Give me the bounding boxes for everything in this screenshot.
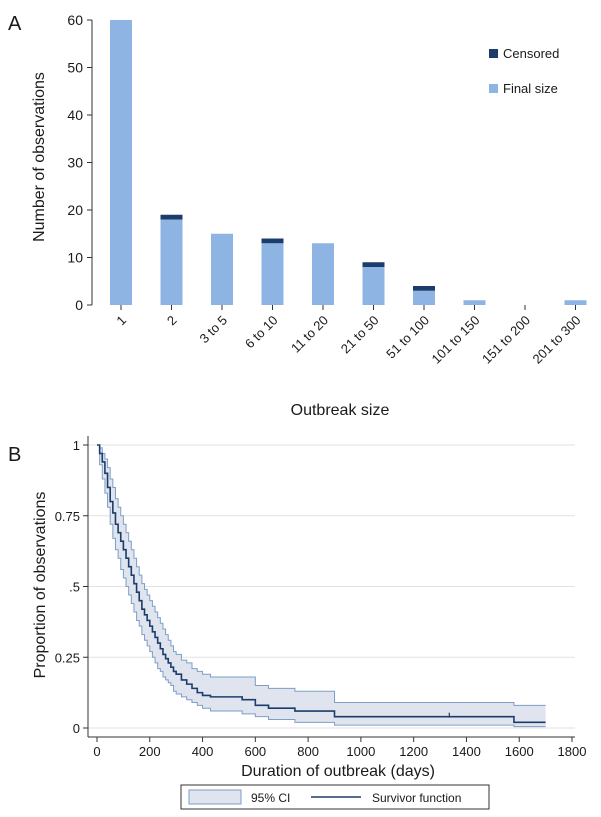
x-tick-label: 1 [113, 313, 129, 329]
panel-b-label: B [8, 444, 21, 466]
bar-final-size-2 [160, 219, 183, 305]
bar-final-size-11-to-20 [312, 243, 334, 305]
x-tick-label: 0 [93, 744, 100, 759]
panel-a-x-axis-title: Outbreak size [291, 402, 390, 419]
y-tick-label: 40 [67, 107, 83, 123]
y-tick-label: 10 [67, 250, 83, 266]
y-tick-label: 0.25 [55, 650, 80, 665]
ci-lower-line [97, 444, 546, 728]
panel-b-x-axis-title: Duration of outbreak (days) [241, 763, 435, 780]
y-tick-label: 0.75 [55, 509, 80, 524]
x-tick-label: 1600 [505, 744, 534, 759]
panel-b-x-ticks: 0 200 400 600 800 1000 1200 1400 1600 1800 [93, 737, 586, 759]
bar-final-size-201-to-300 [564, 300, 587, 305]
bar-censored-6-to-10 [261, 238, 284, 244]
confidence-band [97, 445, 546, 727]
panel-a-bars [110, 20, 587, 305]
panel-a-x-ticks: 1 2 3 to 5 6 to 10 11 to 20 21 to 50 51 to 100… [113, 305, 584, 367]
x-tick-label: 1400 [452, 744, 481, 759]
bar-final-size-3-to-5 [211, 233, 233, 305]
legend-label-survivor-function: Survivor function [372, 791, 461, 805]
x-tick-label: 201 to 300 [530, 313, 584, 367]
ci-upper-line [97, 444, 546, 706]
survivor-function-line [97, 444, 546, 724]
x-tick-label: 11 to 20 [288, 313, 331, 356]
panel-b-y-ticks: 0 0.25 .5 0.75 1 [55, 438, 88, 736]
y-tick-label: 60 [67, 12, 83, 28]
bar-final-size-6-to-10 [261, 243, 284, 305]
y-tick-label: 0 [75, 297, 83, 313]
bar-final-size-21-to-50 [362, 267, 385, 305]
x-tick-label: 3 to 5 [197, 313, 231, 347]
bar-censored-51-to-100 [413, 286, 435, 291]
x-tick-label: 400 [192, 744, 214, 759]
panel-a-y-ticks: 0 10 20 30 40 50 60 [67, 12, 92, 313]
bar-final-size-101-to-150 [463, 300, 486, 305]
x-tick-label: 2 [164, 313, 180, 329]
x-tick-label: 6 to 10 [242, 313, 281, 352]
legend-label-95-ci: 95% CI [251, 791, 290, 805]
x-tick-label: 51 to 100 [383, 313, 432, 362]
panel-a-y-axis-title: Number of observations [31, 72, 48, 242]
x-tick-label: 1800 [558, 744, 587, 759]
y-tick-label: 20 [67, 202, 83, 218]
y-tick-label: 30 [67, 155, 83, 171]
panel-b-gridlines [88, 444, 575, 729]
panel-a: A Number of observations Outbreak size 0… [8, 12, 587, 419]
panel-a-legend: Censored Final size [489, 46, 559, 96]
y-tick-label: 0 [73, 721, 80, 736]
bar-censored-21-to-50 [362, 262, 385, 267]
panel-b: B Proportion of observations Duration of… [8, 436, 586, 810]
x-tick-label: 1200 [399, 744, 428, 759]
legend-swatch-final-size [489, 84, 498, 93]
x-tick-label: 1000 [346, 744, 375, 759]
x-tick-label: 151 to 200 [479, 313, 533, 367]
panel-b-legend: 95% CI Survivor function [180, 784, 490, 810]
bar-final-size-1 [110, 20, 132, 305]
bar-censored-2 [160, 214, 183, 220]
x-tick-label: 21 to 50 [338, 313, 382, 357]
legend-label-final-size: Final size [503, 81, 558, 96]
legend-swatch-95-ci [188, 789, 242, 805]
legend-label-censored: Censored [503, 46, 559, 61]
bar-final-size-51-to-100 [413, 290, 435, 305]
y-tick-label: 50 [67, 60, 83, 76]
x-tick-label: 600 [244, 744, 266, 759]
x-tick-label: 800 [297, 744, 319, 759]
x-tick-label: 101 to 150 [429, 313, 483, 367]
panel-b-y-axis-title: Proportion of observations [32, 492, 49, 679]
x-tick-label: 200 [139, 744, 161, 759]
y-tick-label: .5 [69, 580, 80, 595]
panel-a-label: A [8, 13, 22, 35]
legend-swatch-censored [489, 49, 498, 58]
y-tick-label: 1 [73, 438, 80, 453]
